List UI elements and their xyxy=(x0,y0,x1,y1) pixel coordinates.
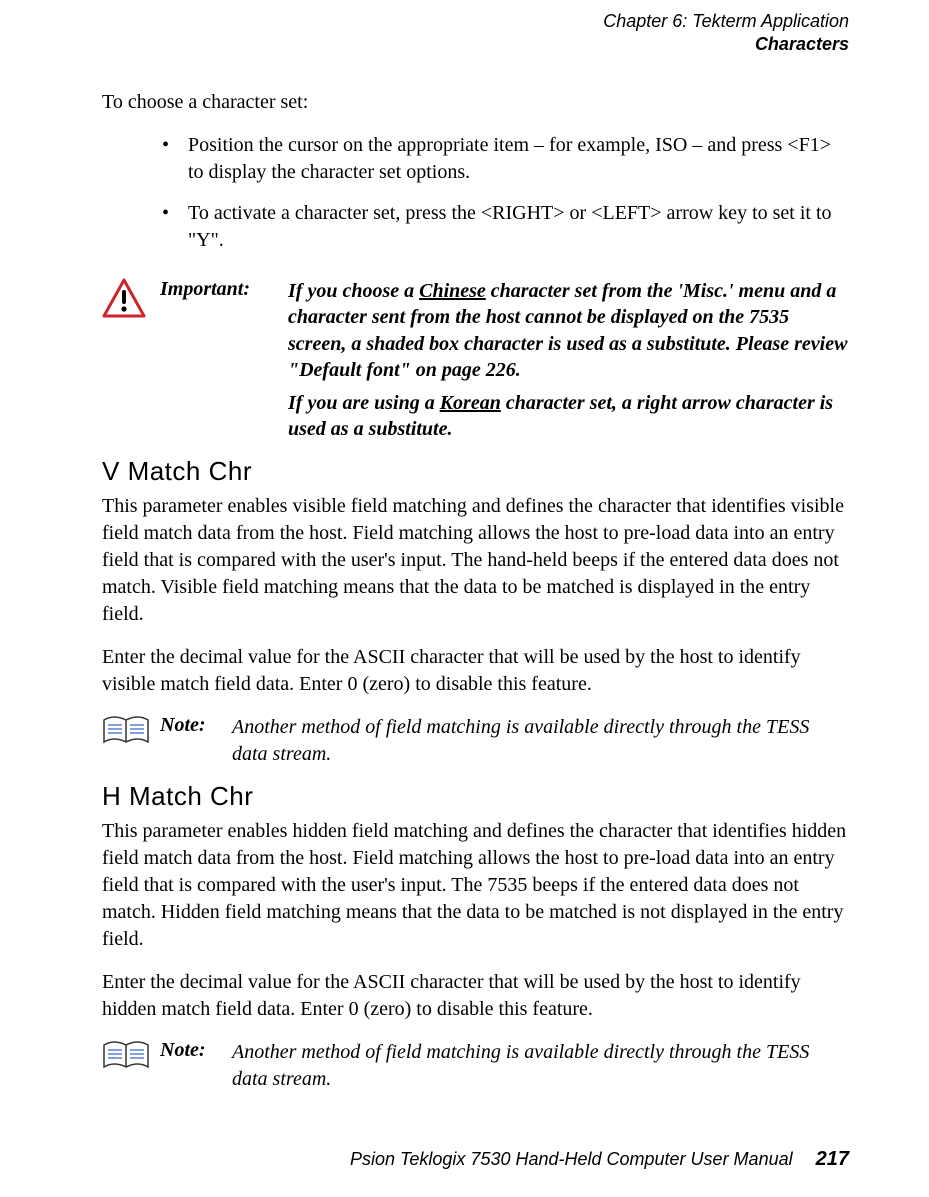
section-heading-vmatch: V Match Chr xyxy=(102,456,849,487)
text: Another method of field matching is avai… xyxy=(232,1039,849,1092)
important-label: Important: xyxy=(160,278,288,301)
warning-icon xyxy=(102,278,160,318)
book-icon xyxy=(102,714,160,748)
text: If you choose a xyxy=(288,280,419,302)
body-text: Enter the decimal value for the ASCII ch… xyxy=(102,969,849,1023)
text-underline: Korean xyxy=(440,392,501,414)
note-callout: Note: Another method of field matching i… xyxy=(102,1039,849,1092)
note-label: Note: xyxy=(160,1039,232,1062)
text: If you are using a xyxy=(288,392,440,414)
important-body: If you choose a Chinese character set fr… xyxy=(288,278,849,442)
note-label: Note: xyxy=(160,714,232,737)
page: Chapter 6: Tekterm Application Character… xyxy=(0,0,929,1197)
header-section: Characters xyxy=(102,33,849,56)
page-number: 217 xyxy=(816,1148,849,1170)
body-text: This parameter enables hidden field matc… xyxy=(102,818,849,953)
list-item: Position the cursor on the appropriate i… xyxy=(188,132,849,186)
important-callout: Important: If you choose a Chinese chara… xyxy=(102,278,849,442)
section-heading-hmatch: H Match Chr xyxy=(102,781,849,812)
running-header: Chapter 6: Tekterm Application Character… xyxy=(102,10,849,55)
footer-text: Psion Teklogix 7530 Hand-Held Computer U… xyxy=(350,1149,793,1169)
note-body: Another method of field matching is avai… xyxy=(232,714,849,767)
header-chapter: Chapter 6: Tekterm Application xyxy=(102,10,849,33)
note-body: Another method of field matching is avai… xyxy=(232,1039,849,1092)
list-item: To activate a character set, press the <… xyxy=(188,200,849,254)
intro-text: To choose a character set: xyxy=(102,91,849,114)
body-text: This parameter enables visible field mat… xyxy=(102,493,849,628)
book-icon xyxy=(102,1039,160,1073)
note-callout: Note: Another method of field matching i… xyxy=(102,714,849,767)
page-footer: Psion Teklogix 7530 Hand-Held Computer U… xyxy=(350,1148,849,1171)
text: Another method of field matching is avai… xyxy=(232,714,849,767)
body-text: Enter the decimal value for the ASCII ch… xyxy=(102,644,849,698)
text-underline: Chinese xyxy=(419,280,486,302)
bullet-list: Position the cursor on the appropriate i… xyxy=(102,132,849,254)
